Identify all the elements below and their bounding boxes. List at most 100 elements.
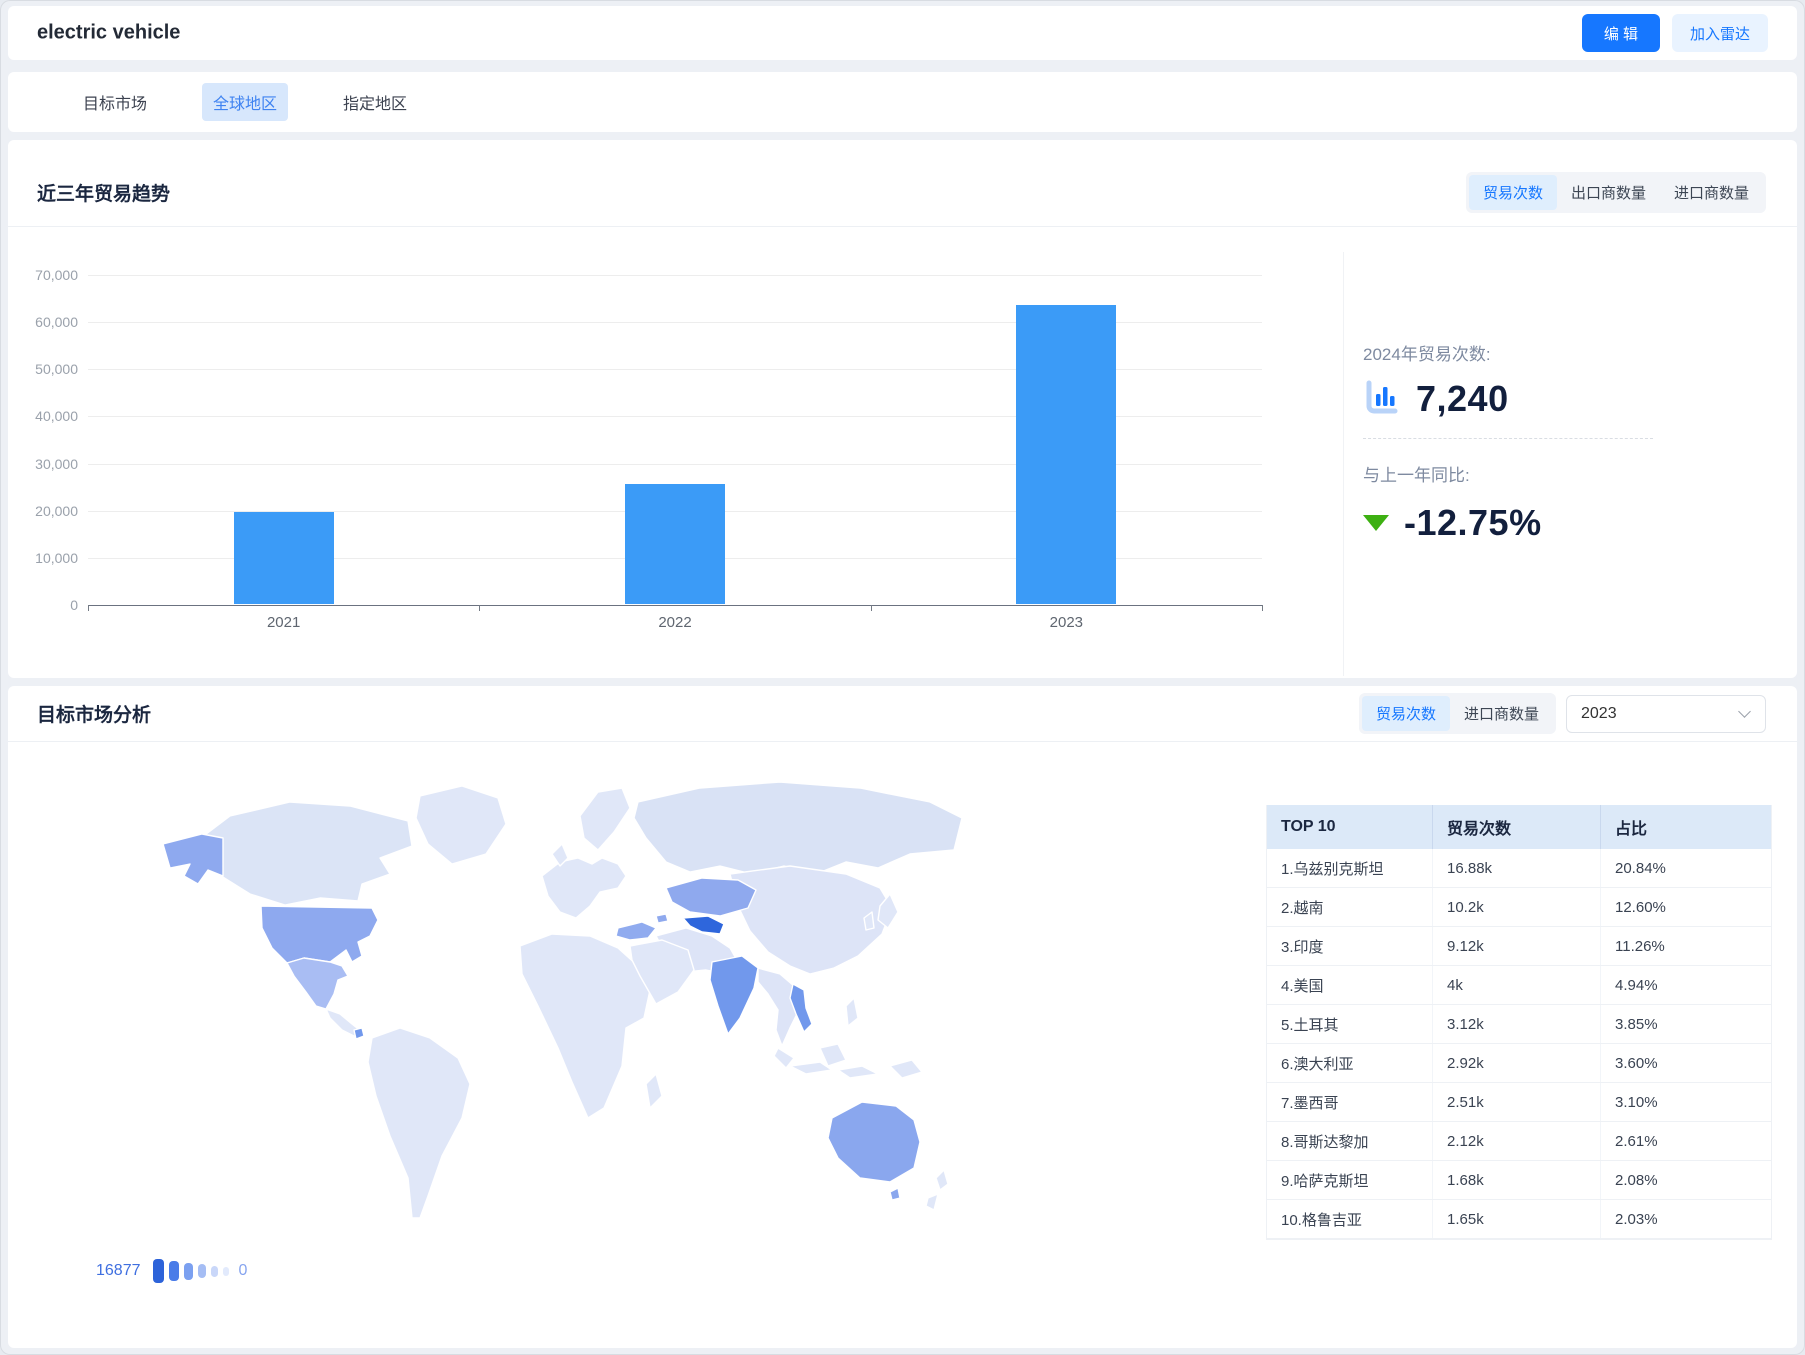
- map-country-india[interactable]: [709, 955, 759, 1035]
- y-tick-label: 20,000: [35, 502, 78, 519]
- map-landmass-canada[interactable]: [196, 801, 413, 906]
- bar-2021[interactable]: [233, 512, 334, 604]
- toggle-3[interactable]: 进口商数量: [1673, 184, 1749, 202]
- map-landmass-china[interactable]: [729, 865, 893, 975]
- map-country-mexico[interactable]: [286, 957, 349, 1010]
- cell-country: 2.越南: [1267, 888, 1433, 926]
- cell-trades: 9.12k: [1433, 927, 1601, 965]
- toggle-1[interactable]: 贸易次数: [1361, 696, 1450, 731]
- toggle-1[interactable]: 贸易次数: [1468, 174, 1557, 210]
- cell-share: 4.94%: [1615, 976, 1658, 994]
- map-landmass-borneo[interactable]: [819, 1043, 847, 1067]
- gridline: [88, 416, 1262, 418]
- table-header-trades: 贸易次数: [1433, 805, 1601, 849]
- map-landmass-south-america[interactable]: [367, 1027, 471, 1219]
- map-country-turkey[interactable]: [615, 921, 657, 941]
- x-axis-tick: [88, 605, 89, 611]
- toggle-2[interactable]: 出口商数量: [1570, 184, 1646, 202]
- cell-share: 3.85%: [1615, 1015, 1658, 1033]
- map-landmass-new-zealand-south[interactable]: [925, 1193, 939, 1211]
- year-select[interactable]: 2023: [1566, 694, 1766, 733]
- x-axis-tick: [1262, 605, 1263, 611]
- map-landmass-madagascar[interactable]: [645, 1073, 663, 1109]
- map-landmass-uk[interactable]: [551, 843, 569, 867]
- map-country-uzbekistan[interactable]: [682, 915, 725, 935]
- map-landmass-new-zealand-north[interactable]: [935, 1169, 949, 1191]
- cell-share: 11.26%: [1615, 937, 1665, 955]
- legend-gradient-bar: [152, 1259, 164, 1283]
- table-row[interactable]: 1.乌兹别克斯坦 16.88k 20.84%: [1267, 849, 1771, 888]
- map-landmass-africa[interactable]: [519, 933, 651, 1119]
- map-landmass-lesser-sunda[interactable]: [837, 1065, 879, 1079]
- legend-min-value: 0: [238, 1262, 248, 1279]
- current-value-row: 7,240: [1363, 378, 1509, 420]
- map-landmass-se-asia[interactable]: [757, 967, 801, 1047]
- map-landmass-scandinavia[interactable]: [579, 787, 631, 851]
- table-row[interactable]: 4.美国 4k 4.94%: [1267, 966, 1771, 1005]
- cell-share: 3.10%: [1615, 1093, 1658, 1111]
- map-landmass-japan[interactable]: [877, 893, 899, 929]
- table-row[interactable]: 10.格鲁吉亚 1.65k 2.03%: [1267, 1200, 1771, 1239]
- bar-2022[interactable]: [625, 483, 725, 604]
- table-row[interactable]: 2.越南 10.2k 12.60%: [1267, 888, 1771, 927]
- world-map[interactable]: [90, 766, 980, 1246]
- map-landmass-sumatra[interactable]: [773, 1047, 795, 1069]
- map-country-tasmania[interactable]: [889, 1187, 901, 1201]
- map-landmass-new-guinea[interactable]: [889, 1059, 923, 1079]
- y-tick-label: 50,000: [35, 361, 78, 378]
- cell-trades: 3.12k: [1433, 1005, 1601, 1043]
- add-to-radar-button[interactable]: 加入雷达: [1671, 14, 1768, 52]
- x-tick-label: 2023: [1049, 614, 1084, 631]
- top10-table: TOP 10 贸易次数 占比 1.乌兹别克斯坦 16.88k 20.84% 2.越南 1…: [1266, 805, 1772, 1240]
- cell-share: 2.61%: [1615, 1132, 1658, 1150]
- map-landmass-middle-east[interactable]: [629, 939, 695, 1005]
- map-country-alaska-usa[interactable]: [162, 833, 224, 885]
- legend-gradient-bar: [210, 1265, 218, 1277]
- yoy-value-row: -12.75%: [1363, 502, 1542, 544]
- map-landmass-philippines[interactable]: [845, 997, 859, 1027]
- table-body: 1.乌兹别克斯坦 16.88k 20.84% 2.越南 10.2k 12.60% 3.印度 9…: [1267, 849, 1771, 1239]
- map-landmass-java[interactable]: [789, 1061, 833, 1075]
- chart-y-axis-labels: 0 10,000 20,000 30,000 40,000 50,000 60,000 70,…: [8, 267, 78, 613]
- map-landmass-russia[interactable]: [633, 781, 963, 875]
- map-landmass-europe[interactable]: [541, 857, 627, 919]
- tab-2[interactable]: 全球地区: [202, 83, 289, 121]
- trend-toggle-group: 贸易次数 出口商数量 进口商数量: [1465, 171, 1766, 213]
- edit-button[interactable]: 编 辑: [1581, 14, 1660, 52]
- top-header: electric vehicle 编 辑 加入雷达: [8, 6, 1797, 60]
- market-section-title: 目标市场分析: [37, 705, 152, 726]
- y-tick-label: 60,000: [35, 314, 78, 331]
- map-country-costa-rica[interactable]: [353, 1027, 365, 1040]
- current-value: 7,240: [1416, 378, 1509, 419]
- bar-2023[interactable]: [1016, 304, 1117, 604]
- y-tick-label: 40,000: [35, 408, 78, 425]
- map-country-australia[interactable]: [827, 1101, 921, 1183]
- table-row[interactable]: 9.哈萨克斯坦 1.68k 2.08%: [1267, 1161, 1771, 1200]
- table-row[interactable]: 3.印度 9.12k 11.26%: [1267, 927, 1771, 966]
- cell-share: 2.03%: [1615, 1210, 1658, 1228]
- trend-section: 近三年贸易趋势 贸易次数 出口商数量 进口商数量 0 10,000 20,000 30,0…: [8, 140, 1797, 678]
- map-country-georgia[interactable]: [655, 913, 669, 924]
- table-row[interactable]: 5.土耳其 3.12k 3.85%: [1267, 1005, 1771, 1044]
- legend-gradient-bar: [183, 1262, 193, 1280]
- cell-trades: 2.51k: [1433, 1083, 1601, 1121]
- header-actions: 编 辑 加入雷达: [1581, 14, 1768, 52]
- cell-trades: 1.65k: [1433, 1200, 1601, 1238]
- table-row[interactable]: 7.墨西哥 2.51k 3.10%: [1267, 1083, 1771, 1122]
- cell-trades: 16.88k: [1433, 849, 1601, 887]
- table-row[interactable]: 8.哥斯达黎加 2.12k 2.61%: [1267, 1122, 1771, 1161]
- trend-section-title: 近三年贸易趋势: [37, 183, 171, 205]
- x-axis-line: [88, 605, 1262, 606]
- map-country-kazakhstan[interactable]: [665, 877, 757, 917]
- market-section-head: 目标市场分析 贸易次数 进口商数量 2023: [8, 686, 1797, 742]
- tab-3[interactable]: 指定地区: [343, 96, 408, 113]
- toggle-2[interactable]: 进口商数量: [1463, 706, 1539, 723]
- table-row[interactable]: 6.澳大利亚 2.92k 3.60%: [1267, 1044, 1771, 1083]
- map-landmass-greenland[interactable]: [415, 785, 507, 865]
- tab-1[interactable]: 目标市场: [83, 96, 148, 113]
- map-country-vietnam[interactable]: [789, 983, 813, 1033]
- x-tick-label: 2022: [658, 614, 692, 631]
- map-country-usa[interactable]: [260, 905, 379, 964]
- map-landmass-korea[interactable]: [863, 911, 875, 931]
